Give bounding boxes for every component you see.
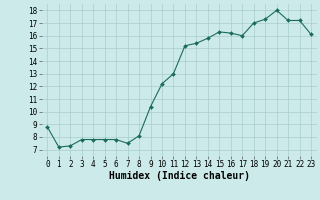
- X-axis label: Humidex (Indice chaleur): Humidex (Indice chaleur): [109, 171, 250, 181]
